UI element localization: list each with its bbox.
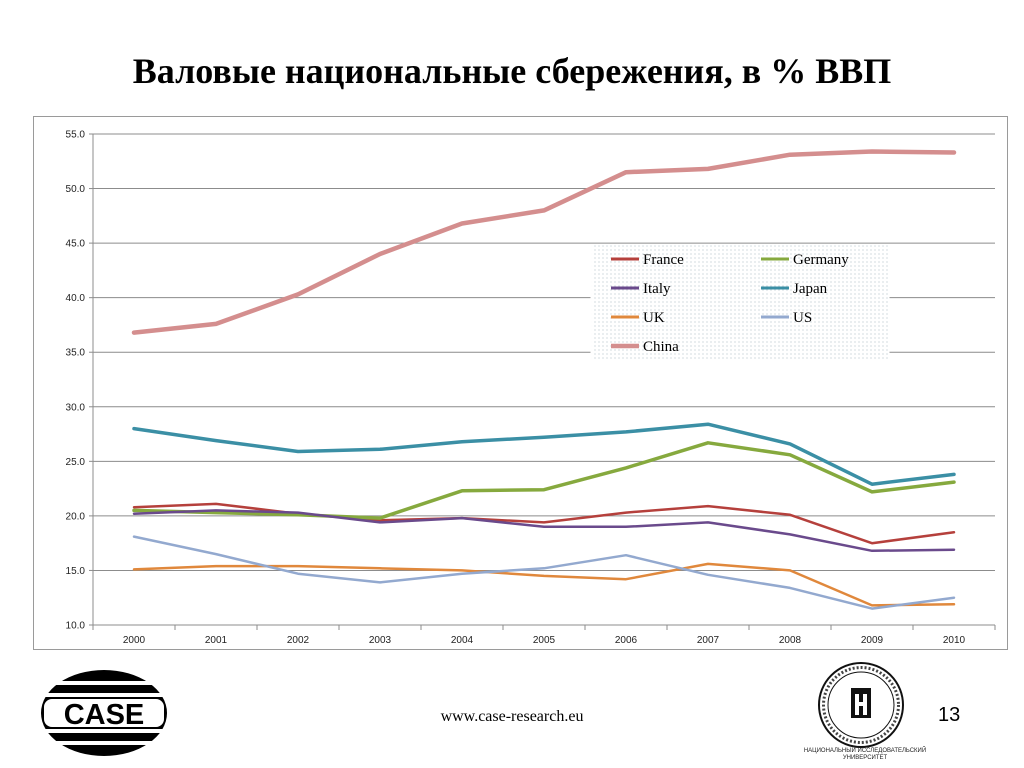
series-line-us — [132, 535, 956, 610]
legend-label-italy: Italy — [643, 281, 671, 297]
x-tick-label: 2008 — [779, 635, 802, 646]
y-tick-label: 20.0 — [66, 511, 86, 522]
y-tick-label: 55.0 — [66, 130, 86, 141]
legend-label-france: France — [643, 252, 684, 268]
x-tick-label: 2009 — [861, 635, 884, 646]
y-tick-label: 15.0 — [66, 566, 86, 577]
legend-label-china: China — [643, 339, 679, 355]
x-tick-label: 2010 — [943, 635, 966, 646]
x-tick-label: 2004 — [451, 635, 474, 646]
case-logo: CASE — [38, 670, 173, 756]
x-tick-label: 2001 — [205, 635, 228, 646]
series-line-japan — [132, 422, 956, 486]
y-tick-label: 30.0 — [66, 402, 86, 413]
case-logo-text: CASE — [64, 699, 145, 731]
series-line-germany — [132, 441, 956, 520]
slide-title: Валовые национальные сбережения, в % ВВП — [132, 51, 892, 91]
chart-frame: 10.0 15.0 20.0 25.0 30.0 35.0 40.0 45.0 50.0 55.0… — [33, 116, 1008, 650]
legend-label-japan: Japan — [793, 281, 828, 297]
y-tick-label: 25.0 — [66, 457, 86, 468]
legend-box — [590, 244, 890, 361]
y-tick-label: 50.0 — [66, 184, 86, 195]
series-line-italy — [132, 509, 956, 553]
x-tick-label: 2007 — [697, 635, 720, 646]
y-tick-label: 10.0 — [66, 621, 86, 632]
y-tick-label: 45.0 — [66, 239, 86, 250]
y-tick-label: 40.0 — [66, 293, 86, 304]
footer-url[interactable]: www.case-research.eu — [440, 708, 584, 725]
x-tick-label: 2003 — [369, 635, 392, 646]
x-tick-label: 2006 — [615, 635, 638, 646]
x-tick-label: 2000 — [123, 635, 146, 646]
page-number: 13 — [938, 704, 961, 726]
y-tick-label: 35.0 — [66, 348, 86, 359]
legend-label-uk: UK — [643, 310, 665, 326]
x-tick-label: 2005 — [533, 635, 556, 646]
hse-logo — [818, 662, 904, 748]
hse-caption: НАЦИОНАЛЬНЫЙ ИССЛЕДОВАТЕЛЬСКИЙ УНИВЕРСИТ… — [803, 748, 927, 761]
line-chart: 10.0 15.0 20.0 25.0 30.0 35.0 40.0 45.0 50.0 55.0… — [66, 130, 996, 646]
x-tick-label: 2002 — [287, 635, 310, 646]
legend-label-germany: Germany — [793, 252, 849, 268]
series-line-france — [132, 502, 956, 545]
series-line-china — [131, 149, 957, 335]
legend-label-us: US — [793, 310, 812, 326]
